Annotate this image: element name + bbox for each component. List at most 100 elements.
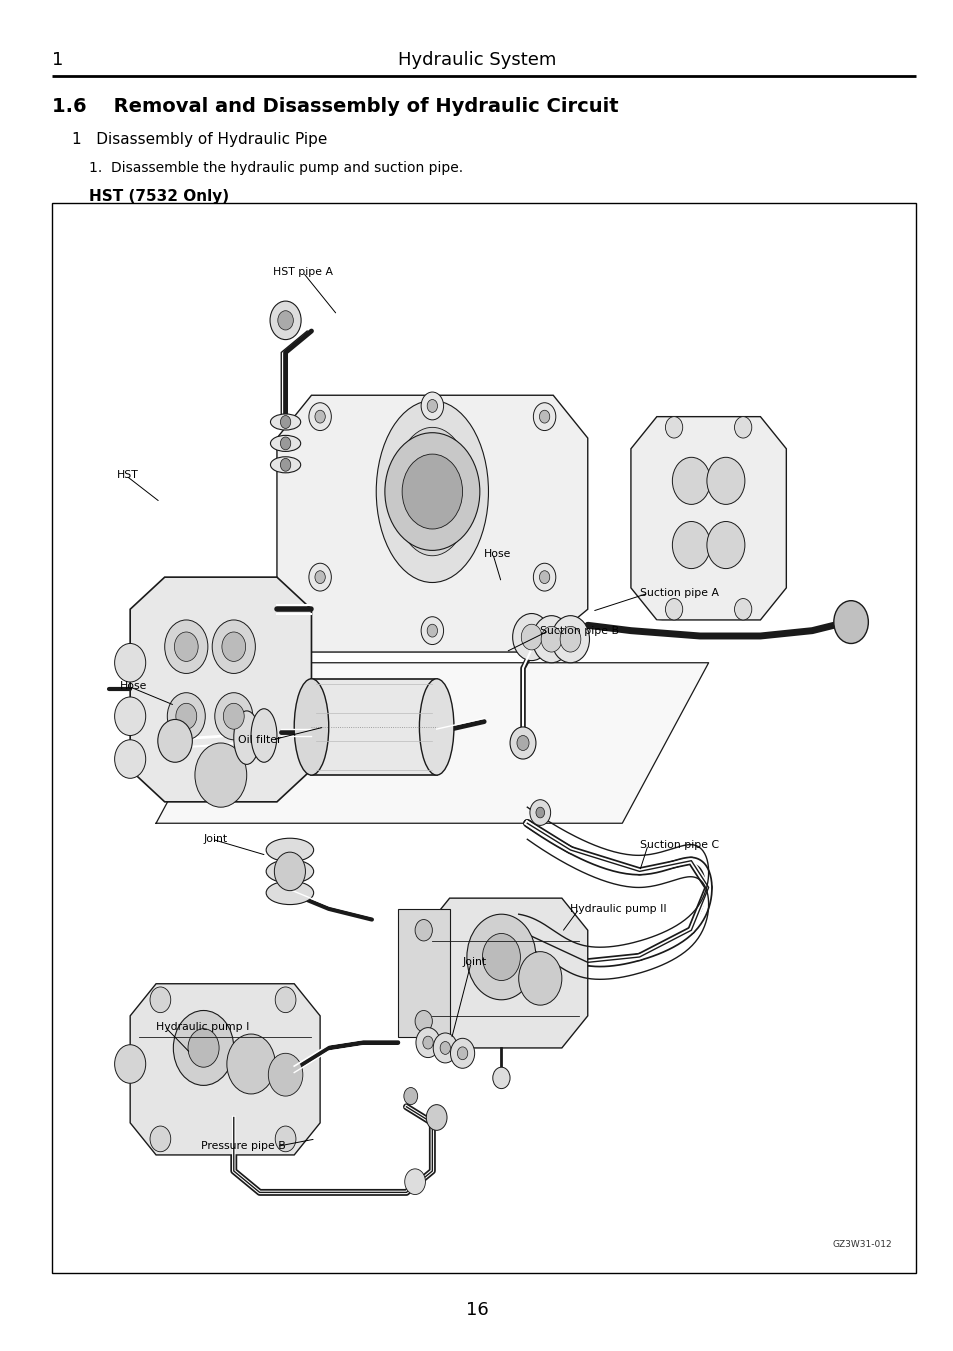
Circle shape xyxy=(314,411,325,423)
Circle shape xyxy=(672,457,710,504)
Circle shape xyxy=(404,1169,425,1194)
Circle shape xyxy=(532,616,570,663)
Ellipse shape xyxy=(266,838,314,862)
Polygon shape xyxy=(130,984,320,1155)
Circle shape xyxy=(194,743,247,807)
Circle shape xyxy=(551,616,589,663)
Circle shape xyxy=(512,613,550,661)
Circle shape xyxy=(188,1028,219,1067)
Circle shape xyxy=(665,598,682,620)
Circle shape xyxy=(150,1125,171,1152)
Circle shape xyxy=(165,620,208,673)
Circle shape xyxy=(422,1036,433,1048)
Polygon shape xyxy=(156,663,708,823)
Circle shape xyxy=(114,643,146,682)
Circle shape xyxy=(665,416,682,438)
Text: Suction pipe B: Suction pipe B xyxy=(539,626,618,636)
Circle shape xyxy=(529,800,550,825)
Circle shape xyxy=(416,1028,439,1058)
Ellipse shape xyxy=(375,401,488,582)
Ellipse shape xyxy=(393,427,471,555)
Circle shape xyxy=(114,697,146,735)
Circle shape xyxy=(223,704,244,730)
Ellipse shape xyxy=(271,435,300,451)
Circle shape xyxy=(415,920,432,940)
Text: 1.  Disassemble the hydraulic pump and suction pipe.: 1. Disassemble the hydraulic pump and su… xyxy=(89,161,462,174)
Circle shape xyxy=(420,392,443,420)
Ellipse shape xyxy=(294,678,329,775)
Circle shape xyxy=(427,624,437,638)
Circle shape xyxy=(415,1011,432,1032)
Text: HST pipe A: HST pipe A xyxy=(273,267,333,277)
Circle shape xyxy=(314,570,325,584)
Circle shape xyxy=(450,1039,475,1069)
Circle shape xyxy=(114,740,146,778)
Circle shape xyxy=(559,627,580,653)
Text: GZ3W31-012: GZ3W31-012 xyxy=(831,1240,891,1250)
Ellipse shape xyxy=(271,457,300,473)
Circle shape xyxy=(222,632,245,662)
Text: Hose: Hose xyxy=(483,549,511,558)
Circle shape xyxy=(538,570,549,584)
Circle shape xyxy=(536,807,544,817)
Circle shape xyxy=(150,988,171,1013)
Circle shape xyxy=(157,720,193,762)
Circle shape xyxy=(274,1125,295,1152)
Text: Hydraulic pump I: Hydraulic pump I xyxy=(156,1021,249,1032)
Circle shape xyxy=(309,403,331,431)
Text: 1: 1 xyxy=(52,51,64,69)
Text: Hose: Hose xyxy=(120,681,147,692)
Text: Joint: Joint xyxy=(462,958,486,967)
Circle shape xyxy=(517,735,529,751)
Circle shape xyxy=(167,693,205,740)
Circle shape xyxy=(540,627,561,653)
Circle shape xyxy=(427,400,437,412)
Circle shape xyxy=(274,988,295,1013)
Circle shape xyxy=(420,617,443,644)
Circle shape xyxy=(174,632,198,662)
Circle shape xyxy=(214,693,253,740)
Circle shape xyxy=(280,458,291,471)
Ellipse shape xyxy=(251,709,276,762)
Text: 1.6    Removal and Disassembly of Hydraulic Circuit: 1.6 Removal and Disassembly of Hydraulic… xyxy=(52,97,618,116)
Circle shape xyxy=(277,311,293,330)
Circle shape xyxy=(456,1047,467,1059)
Text: Oil filter: Oil filter xyxy=(237,735,281,744)
Circle shape xyxy=(518,951,561,1005)
Circle shape xyxy=(533,563,556,590)
Circle shape xyxy=(706,521,744,569)
Circle shape xyxy=(439,1042,450,1054)
Circle shape xyxy=(280,416,291,428)
Circle shape xyxy=(268,1054,302,1096)
Ellipse shape xyxy=(419,678,454,775)
Bar xyxy=(311,678,436,775)
Circle shape xyxy=(510,727,536,759)
Circle shape xyxy=(309,563,331,590)
Circle shape xyxy=(533,403,556,431)
Polygon shape xyxy=(276,396,587,653)
Circle shape xyxy=(734,416,751,438)
Circle shape xyxy=(520,624,541,650)
Text: Joint: Joint xyxy=(203,835,228,844)
Circle shape xyxy=(833,601,867,643)
Text: Pressure pipe B: Pressure pipe B xyxy=(201,1142,285,1151)
Circle shape xyxy=(426,1105,447,1131)
Bar xyxy=(52,203,915,1273)
Circle shape xyxy=(493,1067,510,1089)
Text: HST (7532 Only): HST (7532 Only) xyxy=(89,189,229,204)
Text: Suction pipe A: Suction pipe A xyxy=(639,588,718,598)
Circle shape xyxy=(538,411,549,423)
Polygon shape xyxy=(423,898,587,1048)
Polygon shape xyxy=(130,577,311,802)
Circle shape xyxy=(274,852,305,890)
Circle shape xyxy=(402,454,462,530)
Text: Hydraulic System: Hydraulic System xyxy=(397,51,556,69)
Circle shape xyxy=(482,934,520,981)
Circle shape xyxy=(280,436,291,450)
Circle shape xyxy=(466,915,536,1000)
Ellipse shape xyxy=(233,711,259,765)
Circle shape xyxy=(212,620,255,673)
Circle shape xyxy=(403,1088,417,1105)
Circle shape xyxy=(672,521,710,569)
Circle shape xyxy=(114,1044,146,1084)
